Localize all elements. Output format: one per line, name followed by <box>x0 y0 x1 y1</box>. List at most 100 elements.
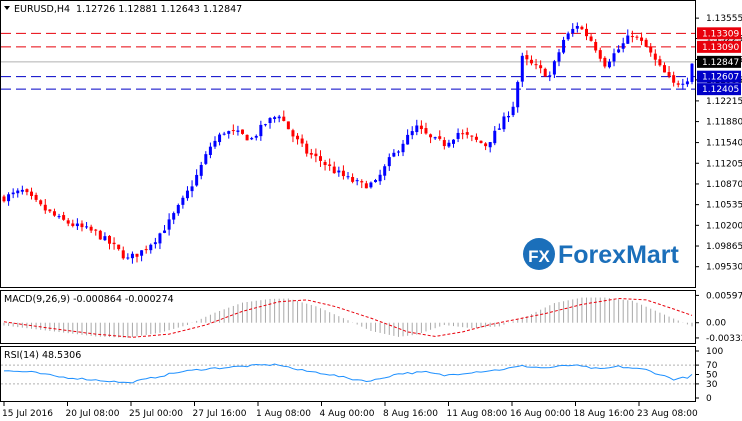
candle-body <box>341 170 345 177</box>
candle-body <box>296 135 300 140</box>
candle-body <box>424 128 428 134</box>
dropdown-triangle-icon[interactable] <box>4 6 10 10</box>
candle-body <box>62 215 66 220</box>
candle-body <box>250 138 254 140</box>
rsi-panel[interactable] <box>0 346 696 402</box>
price-level-tag <box>697 27 741 40</box>
logo-letters: FX <box>528 247 550 266</box>
candle-body <box>309 153 313 155</box>
candle-body <box>451 139 455 144</box>
candle-body <box>676 83 680 85</box>
candle-body <box>163 230 167 233</box>
candle-body <box>429 134 433 138</box>
candle-body <box>479 140 483 144</box>
candle-body <box>277 116 281 119</box>
price-level-tag <box>697 55 741 68</box>
candle-body <box>461 133 465 135</box>
price-tick-label: 1.10200 <box>706 221 742 231</box>
candle-body <box>529 59 533 64</box>
price-level-label: 1.12607 <box>702 73 739 83</box>
candle-body <box>497 128 501 130</box>
rsi-line <box>3 363 693 384</box>
candle-body <box>80 223 84 228</box>
candle-body <box>351 177 355 182</box>
candle-body <box>34 194 38 200</box>
candle-body <box>690 63 694 82</box>
candle-body <box>130 253 134 259</box>
candle-body <box>447 142 451 147</box>
rsi-label: RSI(14) 48.5306 <box>4 350 81 361</box>
time-tick-label: 15 Jul 2016 <box>2 409 53 419</box>
candle-body <box>185 190 189 199</box>
macd-tick-label: 0.005973 <box>706 291 742 301</box>
candle-body <box>222 133 226 135</box>
candle-body <box>488 142 492 148</box>
candle-body <box>227 131 231 134</box>
candle-body <box>241 129 245 134</box>
price-level-tag <box>697 83 741 96</box>
candle-body <box>598 50 602 59</box>
candle-body <box>543 68 547 77</box>
symbol-name: EURUSD,H4 <box>14 4 70 15</box>
candle-body <box>575 25 579 29</box>
candle-body <box>603 57 607 67</box>
candle-body <box>681 83 685 85</box>
candle-body <box>534 64 538 66</box>
candle-body <box>121 250 125 259</box>
candle-body <box>612 53 616 62</box>
candle-body <box>94 229 98 231</box>
candle-body <box>144 249 148 251</box>
candle-body <box>153 242 157 245</box>
time-tick-label: 16 Aug 00:00 <box>510 409 571 419</box>
time-tick-label: 27 Jul 16:00 <box>193 409 247 419</box>
brand-name: ForexMart <box>558 241 680 269</box>
candle-body <box>135 253 139 257</box>
candle-body <box>254 135 258 138</box>
candle-body <box>268 118 272 124</box>
rsi-tick-label: 100 <box>706 347 723 357</box>
time-tick-label: 1 Aug 08:00 <box>256 409 311 419</box>
candle-body <box>176 204 180 214</box>
candle-body <box>484 143 488 147</box>
price-level-label: 1.12405 <box>702 85 739 95</box>
candle-body <box>374 180 378 183</box>
price-tick-label: 1.12215 <box>706 97 742 107</box>
logo-circle-icon <box>523 238 555 270</box>
candle-body <box>635 36 639 38</box>
candle-body <box>594 41 598 51</box>
candle-body <box>43 204 47 211</box>
candle-body <box>470 135 474 137</box>
candle-body <box>263 124 267 126</box>
price-tick-label: 1.10870 <box>706 180 742 190</box>
rsi-tick-label: 50 <box>706 371 718 381</box>
candle-body <box>167 219 171 230</box>
price-level-tag <box>697 40 741 53</box>
candle-body <box>383 166 387 176</box>
price-tick-label: 1.09865 <box>706 242 742 252</box>
candle-body <box>259 124 263 137</box>
price-tick-label: 1.10535 <box>706 201 742 211</box>
candle-body <box>438 136 442 139</box>
candle-body <box>89 226 93 231</box>
candle-body <box>149 244 153 251</box>
candle-body <box>199 164 203 176</box>
candle-body <box>103 236 107 241</box>
candle-body <box>213 140 217 147</box>
candle-body <box>107 235 111 244</box>
candle-body <box>158 233 162 244</box>
candle-body <box>662 65 666 73</box>
candle-body <box>66 220 70 224</box>
candle-body <box>48 209 52 212</box>
time-tick-label: 25 Jul 00:00 <box>129 409 183 419</box>
candle-body <box>396 151 400 153</box>
price-panel[interactable] <box>0 0 696 288</box>
candle-body <box>300 138 304 144</box>
candle-body <box>323 161 327 166</box>
candle-body <box>314 153 318 157</box>
candle-body <box>626 35 630 44</box>
candle-body <box>291 130 295 137</box>
macd-panel[interactable] <box>0 290 696 344</box>
forexmart-logo: FX ForexMart <box>523 238 680 270</box>
candle-body <box>465 132 469 135</box>
